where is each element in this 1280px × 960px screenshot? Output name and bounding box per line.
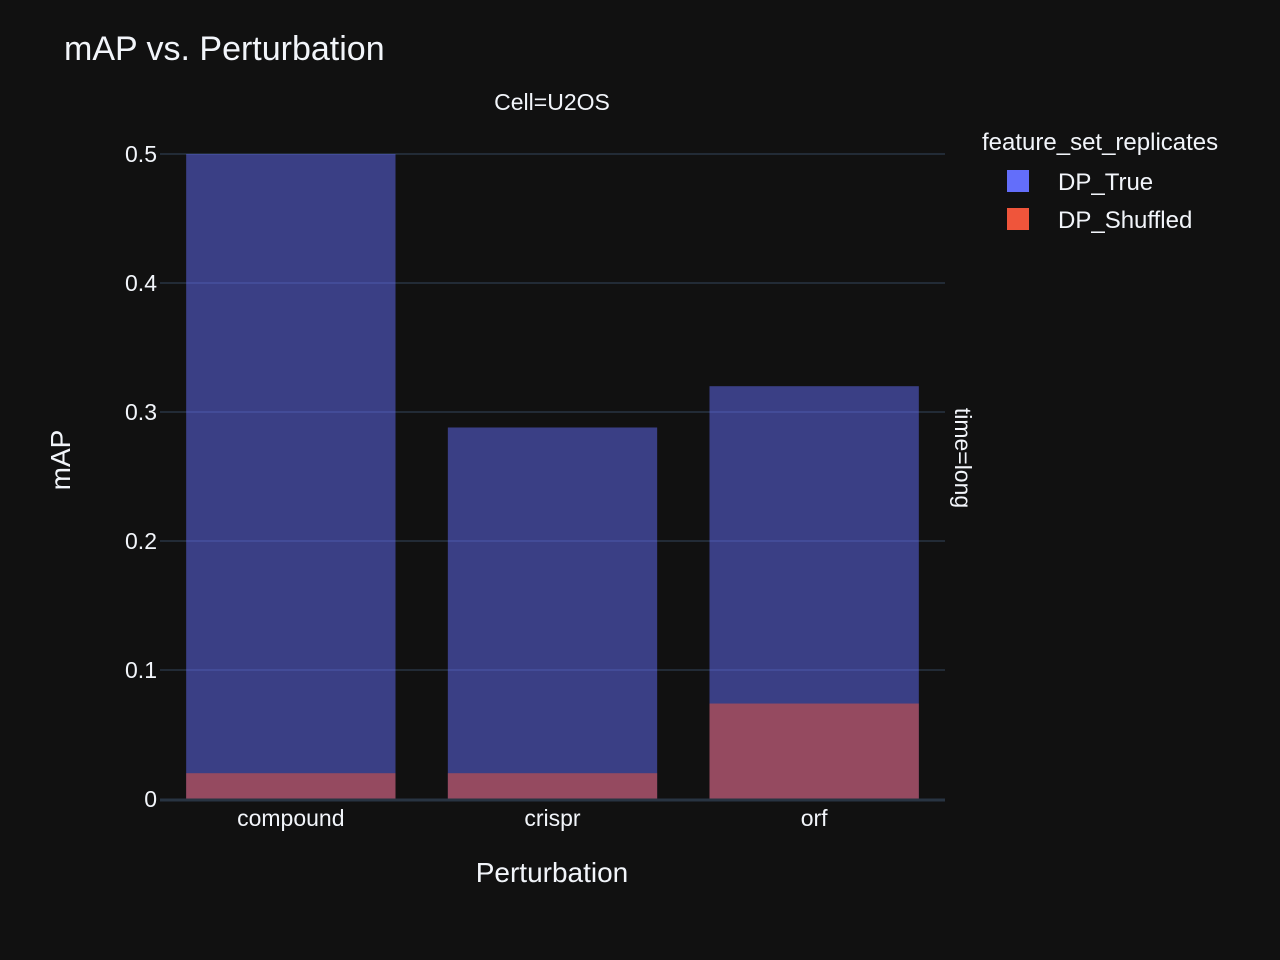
y-tick-label-2: 0.2	[125, 528, 157, 554]
bar-dp-true-compound[interactable]	[186, 154, 396, 799]
bar-dp-shuffled-orf[interactable]	[709, 703, 919, 799]
bar-dp-true-crispr[interactable]	[447, 427, 658, 799]
legend-swatch-dp-shuffled[interactable]	[1007, 208, 1029, 230]
legend-label-dp-true[interactable]: DP_True	[1058, 169, 1153, 196]
y-tick-labels: 0 0.1 0.2 0.3 0.4 0.5	[125, 141, 157, 812]
x-tick-label-crispr: crispr	[524, 805, 581, 831]
bars	[186, 154, 919, 799]
y-tick-label-1: 0.1	[125, 657, 157, 683]
x-tick-label-orf: orf	[801, 805, 828, 831]
y-tick-label-0: 0	[144, 786, 157, 812]
legend-items: DP_True DP_Shuffled	[1007, 169, 1192, 234]
facet-column-label: Cell=U2OS	[494, 89, 610, 115]
legend: feature_set_replicates DP_True DP_Shuffle…	[982, 129, 1218, 234]
y-tick-label-4: 0.4	[125, 270, 157, 296]
x-tick-labels: compound crispr orf	[237, 805, 828, 831]
legend-title: feature_set_replicates	[982, 129, 1218, 156]
x-axis-title: Perturbation	[476, 857, 629, 888]
bar-dp-shuffled-crispr[interactable]	[447, 773, 658, 799]
legend-swatch-dp-true[interactable]	[1007, 170, 1029, 192]
facet-row-label: time=long	[950, 408, 976, 508]
y-tick-label-3: 0.3	[125, 399, 157, 425]
bar-dp-shuffled-compound[interactable]	[186, 773, 396, 799]
chart-title: mAP vs. Perturbation	[64, 30, 385, 68]
legend-label-dp-shuffled[interactable]: DP_Shuffled	[1058, 207, 1192, 234]
y-axis-title: mAP	[45, 430, 76, 491]
y-tick-label-5: 0.5	[125, 141, 157, 167]
x-tick-label-compound: compound	[237, 805, 344, 831]
